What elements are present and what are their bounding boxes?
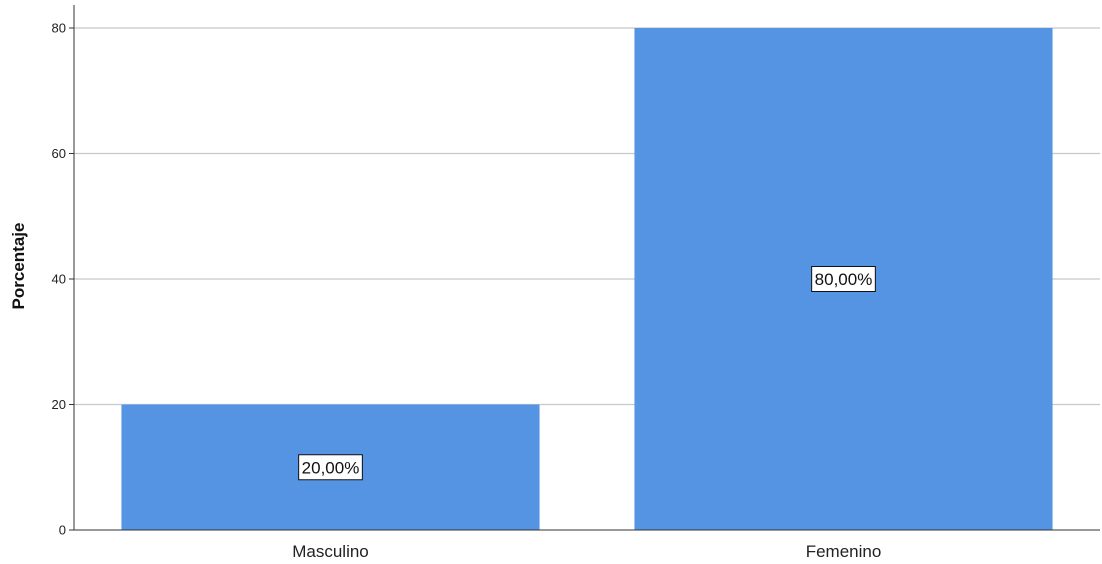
y-tick-label: 40 [52,272,66,287]
data-label-box [811,266,876,292]
y-tick-label: 80 [52,21,66,36]
x-category-label: Masculino [292,542,369,561]
y-tick-labels: 0 20 40 60 80 [52,21,66,538]
data-label: 20,00% [302,458,360,477]
data-label: 80,00% [815,270,873,289]
x-category-label: Femenino [806,542,882,561]
data-labels: 20,00% 80,00% [298,266,876,481]
y-tick-label: 20 [52,397,66,412]
y-tick-label: 0 [59,523,66,538]
axes [69,5,1100,531]
y-tick-label: 60 [52,146,66,161]
x-category-labels: Masculino Femenino [292,542,881,561]
data-label-box [298,454,363,481]
y-axis-label: Porcentaje [9,223,28,310]
